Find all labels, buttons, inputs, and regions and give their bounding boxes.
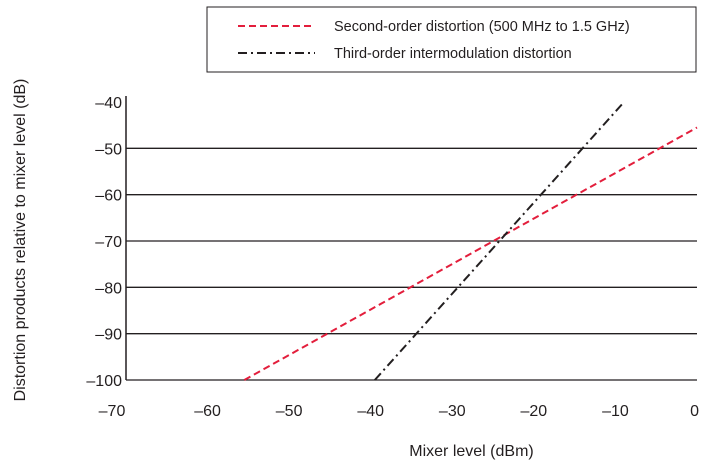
x-tick-label: –10 [602, 403, 629, 420]
x-tick-label: 0 [690, 403, 699, 420]
legend-label-second-order: Second-order distortion (500 MHz to 1.5 … [334, 19, 630, 35]
x-tick-label: –50 [276, 403, 303, 420]
x-tick-labels: –70 –60 –50 –40 –30 –20 –10 0 [99, 403, 699, 420]
y-tick-label: –60 [95, 188, 122, 205]
y-tick-labels: –40 –50 –60 –70 –80 –90 –100 [86, 95, 122, 390]
legend-box [206, 6, 697, 73]
x-tick-label: –40 [357, 403, 384, 420]
x-tick-label: –60 [194, 403, 221, 420]
series-layer [243, 103, 698, 381]
y-tick-label: –50 [95, 141, 122, 158]
series-line-second-order [243, 126, 698, 381]
x-tick-label: –20 [521, 403, 548, 420]
x-tick-label: –70 [99, 403, 126, 420]
grid-lines [126, 147, 697, 381]
x-axis-title: Mixer level (dBm) [409, 443, 533, 460]
legend-label-third-order: Third-order intermodulation distortion [334, 46, 572, 62]
y-axis-title: Distortion products relative to mixer le… [12, 79, 29, 402]
y-tick-label: –70 [95, 234, 122, 251]
y-tick-label: –40 [95, 95, 122, 112]
x-tick-label: –30 [439, 403, 466, 420]
y-tick-label: –100 [86, 373, 122, 390]
legend: Second-order distortion (500 MHz to 1.5 … [206, 6, 697, 73]
series-line-third-order [374, 103, 623, 381]
y-tick-label: –80 [95, 280, 122, 297]
y-tick-label: –90 [95, 327, 122, 344]
